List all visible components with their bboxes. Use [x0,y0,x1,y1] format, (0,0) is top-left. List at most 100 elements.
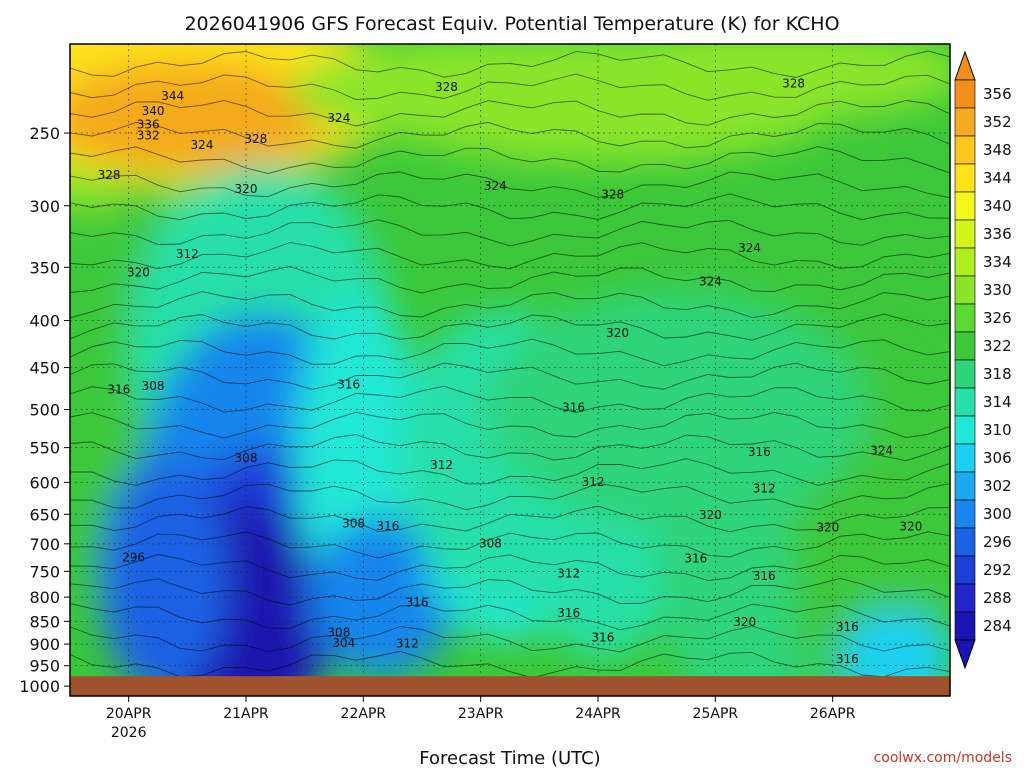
colorbar-label: 288 [983,589,1012,607]
colorbar-swatch [954,387,976,417]
colorbar-swatch [954,443,976,473]
contour-line [70,219,950,247]
colorbar-swatch [954,527,976,557]
contour-label: 328 [601,187,624,201]
y-tick-label: 850 [29,612,60,631]
contour-label: 332 [137,129,160,143]
contour-label: 324 [484,179,507,193]
contour-line [70,121,950,149]
contour-line [70,242,950,270]
contour-label: 304 [332,636,355,650]
x-tick-label: 22APR [341,706,387,722]
contour-line [70,171,950,199]
y-tick-label: 250 [29,124,60,143]
colorbar-swatch [954,583,976,613]
y-tick-label: 600 [29,473,60,492]
contour-line [70,531,950,559]
contour-label: 308 [479,536,502,550]
contour-line [70,100,950,127]
contour-label: 324 [870,444,893,458]
contour-label: 312 [582,475,605,489]
y-tick-label: 800 [29,588,60,607]
contour-label: 328 [435,80,458,94]
colorbar-label: 296 [983,533,1012,551]
contour-line [70,362,950,390]
contour-label: 316 [748,445,771,459]
colorbar-swatch [954,415,976,445]
colorbar-label: 352 [983,113,1012,131]
colorbar-label: 306 [983,449,1012,467]
x-tick-label: 26APR [810,706,856,722]
contour-label: 316 [753,569,776,583]
colorbar-label: 344 [983,169,1012,187]
contour-label: 316 [836,620,859,634]
contour-line [70,73,950,101]
colorbar-swatch [954,499,976,529]
contour-line [70,50,950,78]
colorbar-label: 318 [983,365,1012,383]
x-tick-sublabel: 2026 [111,725,147,741]
contour-label: 312 [557,567,580,581]
field-blob [362,44,844,164]
temperature-field [70,44,950,696]
contour-label: 320 [606,326,629,340]
colorbar-label: 336 [983,225,1012,243]
contour-line [70,483,950,511]
credit-text: coolwx.com/models [874,750,1012,766]
colorbar-top-arrow [954,50,976,81]
contour-lines [70,50,950,679]
colorbar-swatch [954,275,976,305]
contour-label: 324 [738,241,761,255]
colorbar-swatch [954,219,976,249]
contour-line [70,146,950,174]
colorbar-swatch [954,471,976,501]
contour-label: 312 [753,481,776,495]
contour-label: 312 [430,458,453,472]
contour-line [70,266,950,294]
contour-line [70,458,950,486]
contour-line [70,434,950,462]
contour-line [70,193,950,221]
y-tick-label: 400 [29,312,60,331]
colorbar-swatch [954,191,976,221]
contour-label: 328 [98,168,121,182]
contour-label: 324 [327,111,350,125]
contour-label: 328 [244,132,267,146]
contour-label: 340 [142,104,165,118]
x-tick-label: 24APR [575,706,621,722]
x-tick-label: 21APR [223,706,269,722]
contour-line [70,650,950,679]
contour-label: 320 [699,508,722,522]
contour-label: 316 [562,400,585,414]
contour-label: 312 [396,637,419,651]
colorbar-swatch [954,555,976,585]
contour-line [70,603,950,631]
contour-label: 312 [176,247,199,261]
y-tick-label: 1000 [19,677,60,696]
contour-line [70,385,950,413]
y-axis: 250 300 350 400 450 500 550 600 650 700 750 800 850 9… [19,124,70,696]
y-tick-label: 350 [29,258,60,277]
contour-label: 316 [406,596,429,610]
colorbar-bottom-arrow [954,639,976,670]
contour-label: 320 [816,521,839,535]
contour-label: 308 [142,379,165,393]
contour-label: 308 [327,625,350,639]
colorbar-swatch [954,359,976,389]
colorbar-label: 302 [983,477,1012,495]
chart-title: 2026041906 GFS Forecast Equiv. Potential… [184,13,839,35]
y-tick-label: 500 [29,401,60,420]
contour-label: 324 [191,138,214,152]
y-tick-label: 900 [29,635,60,654]
contour-line [70,291,950,319]
colorbar-label: 326 [983,309,1012,327]
contour-label: 316 [836,652,859,666]
contour-label: 316 [107,382,130,396]
x-tick-label: 20APR [106,706,152,722]
contour-label: 316 [684,551,707,565]
colorbar-label: 310 [983,421,1012,439]
colorbar-swatch [954,247,976,277]
colorbar-swatch [954,135,976,165]
colorbar-swatch [954,107,976,137]
